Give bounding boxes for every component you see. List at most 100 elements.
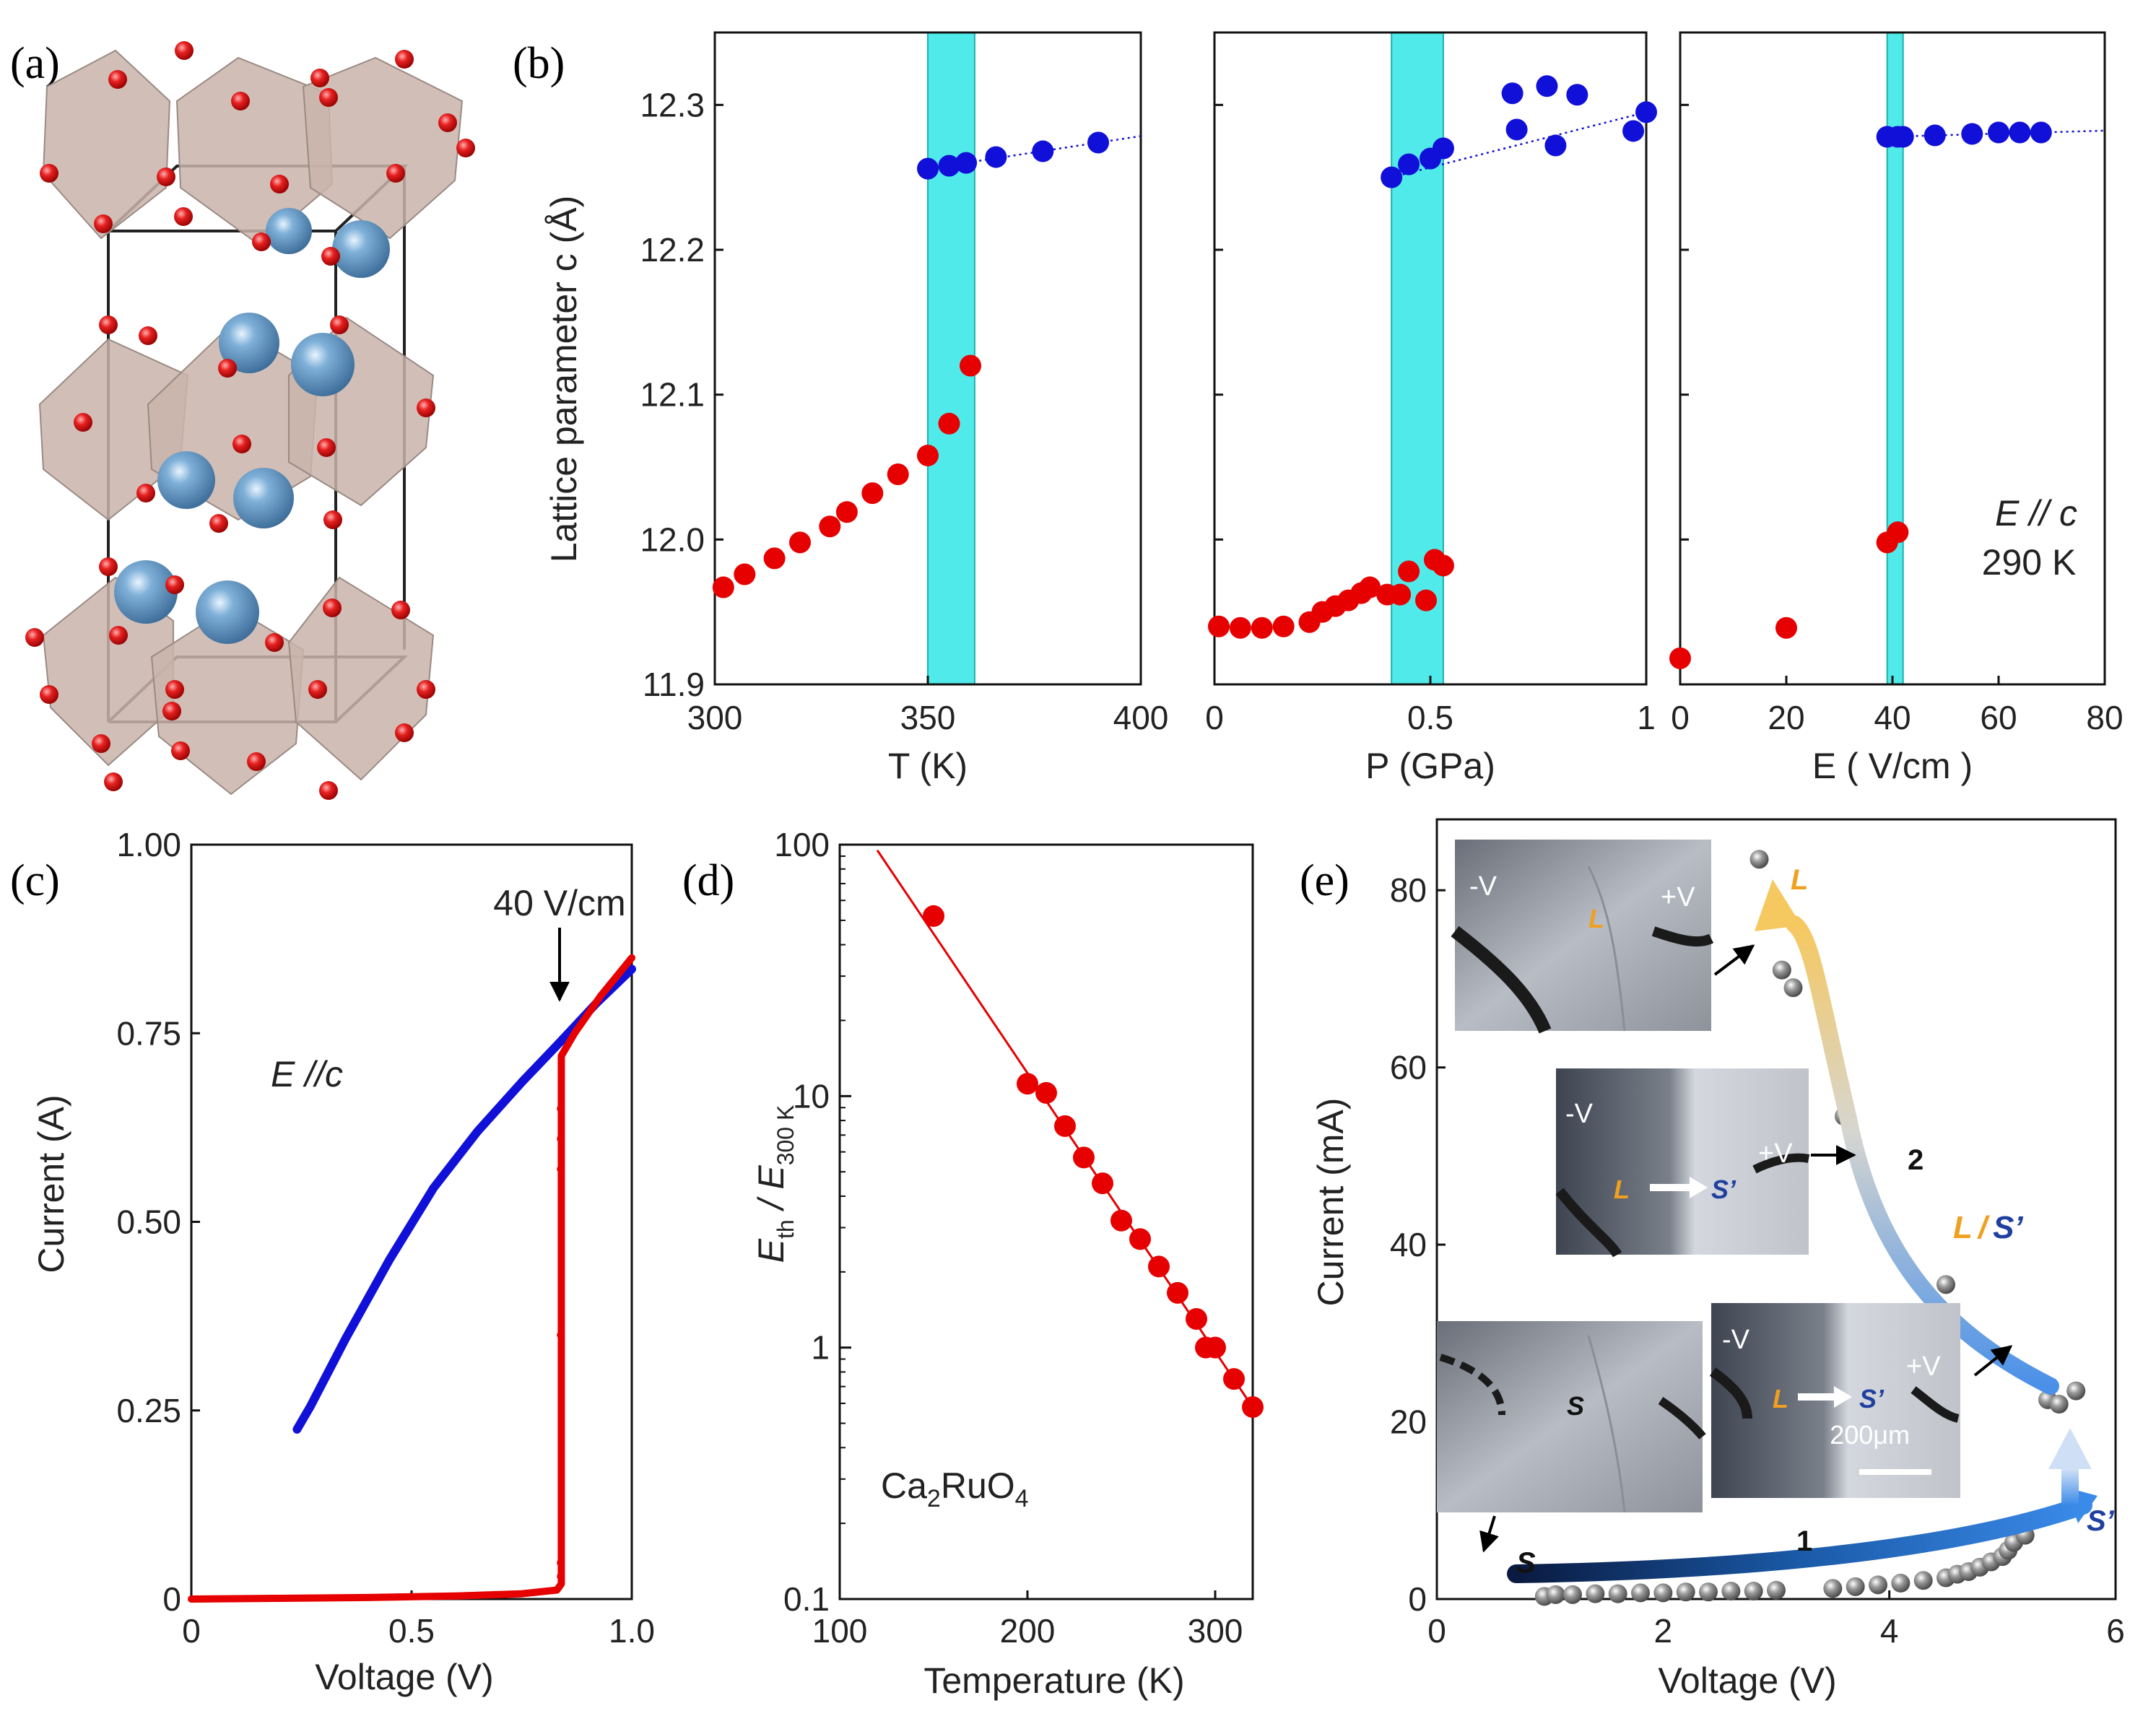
e-point: [1772, 960, 1791, 980]
b3-point-red: [1775, 617, 1797, 639]
photo-top-l: L: [1588, 904, 1604, 933]
b1-ytick-label: 11.9: [643, 666, 705, 703]
b2-point-blue: [1635, 101, 1657, 123]
b2-point-red: [1207, 615, 1230, 637]
b1-point-red: [835, 501, 858, 523]
e-branch1-arrow: [1507, 1496, 2092, 1583]
e-point: [1749, 850, 1769, 869]
b3-xtick-label: 0: [1671, 699, 1690, 736]
b3-point-blue: [1961, 123, 1983, 145]
photo-top-minus-v: -V: [1469, 871, 1498, 902]
b1-ytick-label: 12.2: [640, 231, 705, 269]
d-xtick-label: 300: [1188, 1612, 1243, 1650]
e-point: [1676, 1582, 1695, 1602]
d-point: [923, 905, 944, 927]
d-ytick-label: 10: [793, 1077, 830, 1115]
d-point: [1129, 1228, 1151, 1250]
b1-point-red: [819, 515, 841, 538]
c-ytick-label: 0.25: [116, 1392, 181, 1429]
e-xtick-label: 4: [1880, 1612, 1899, 1650]
d-point: [1035, 1081, 1057, 1104]
c-ytick-label: 0.75: [116, 1014, 181, 1052]
e-branch2-label: 2: [1908, 1144, 1924, 1176]
c-curve-red: [188, 954, 635, 1603]
photo-top-plus-v: +V: [1661, 882, 1695, 913]
b2-point-blue: [1398, 153, 1420, 175]
b1-point-red: [960, 354, 981, 377]
d-compound-label: Ca2RuO4: [881, 1465, 1029, 1512]
e-point: [1563, 1585, 1582, 1604]
c-point-red: [557, 1165, 565, 1173]
e-point: [1546, 1585, 1565, 1604]
c-point-red: [557, 1135, 565, 1143]
e-ytick-label: 60: [1390, 1049, 1427, 1086]
d-point: [1092, 1172, 1113, 1195]
b1-point-red: [917, 444, 939, 466]
c-point-red: [557, 1105, 565, 1112]
b2-xtick-label: 1: [1637, 699, 1656, 736]
b3-point-red: [1669, 647, 1691, 669]
photo-inset-bottom-left: S: [1437, 1321, 1706, 1513]
panel-label-d: (d): [682, 856, 734, 905]
b2-point-blue: [1505, 118, 1528, 141]
e-ylabel: Current (mA): [1310, 1098, 1351, 1307]
d-point: [1223, 1368, 1245, 1390]
b1-point-red: [712, 576, 734, 598]
e-ytick-label: 20: [1390, 1403, 1427, 1441]
d-ylabel: Eth / E300 K: [751, 1105, 799, 1263]
e-arrow-to-s: [1479, 1515, 1499, 1553]
photo-mid-l: L: [1614, 1175, 1630, 1204]
b1-ytick-label: 12.3: [640, 86, 705, 123]
d-xtick-label: 200: [1000, 1612, 1056, 1650]
b1-point-blue: [985, 146, 1007, 168]
c-ytick-label: 0.50: [116, 1203, 181, 1241]
c-xlabel: Voltage (V): [315, 1657, 493, 1697]
photo-mid-minus-v: -V: [1565, 1099, 1594, 1129]
b3-point-blue: [2009, 121, 2031, 144]
b1-xtick-label: 400: [1113, 699, 1169, 736]
e-arrow-to-top: [1713, 944, 1755, 976]
e-xtick-label: 2: [1654, 1612, 1673, 1650]
chart-c: 0 0.5 1.000.250.500.751.00: [116, 826, 655, 1650]
b1-point-blue: [938, 154, 960, 177]
b1-xtick-label: 350: [900, 699, 956, 736]
d-point: [1110, 1209, 1132, 1232]
b2-point-blue: [1432, 137, 1454, 160]
photo-mid-sprime: S’: [1711, 1175, 1736, 1204]
b2-point-red: [1415, 589, 1438, 611]
c-point-red: [557, 1331, 565, 1339]
d-ytick-label: 0.1: [783, 1580, 830, 1618]
e-point: [1721, 1581, 1741, 1600]
e-point: [1744, 1581, 1763, 1600]
b3-trend-line: [1887, 129, 2105, 138]
b-ylabel: Lattice parameter c (Å): [544, 196, 584, 563]
photo-br-plus-v: +V: [1906, 1351, 1941, 1382]
panel-b-lattice-parameter: (b) Lattice parameter c (Å) 300 350 40011.…: [513, 31, 2124, 786]
b2-point-red: [1359, 576, 1381, 598]
chart-b3: 0 20 40 60 80 E ( V/cm ): [1669, 31, 2124, 786]
c-field-annotation: E //c: [271, 1054, 343, 1094]
e-point: [1767, 1580, 1786, 1600]
c-ylabel: Current (A): [31, 1094, 71, 1273]
e-point: [1699, 1582, 1718, 1602]
b3-xtick-label: 80: [2086, 699, 2123, 736]
c-curve-blue: [292, 964, 636, 1434]
b2-point-blue: [1501, 82, 1523, 105]
e-point: [2049, 1395, 2069, 1414]
b2-point-red: [1251, 617, 1273, 639]
e-branch1-label: 1: [1796, 1525, 1812, 1557]
panel-a-crystal-structure: (a): [10, 39, 475, 800]
b1-point-red: [938, 412, 960, 435]
e-xtick-label: 0: [1427, 1612, 1446, 1650]
photo-inset-middle: -V +V L S’: [1555, 1068, 1810, 1258]
b2-point-blue: [1544, 134, 1567, 157]
b1-ytick-label: 12.0: [640, 521, 705, 558]
e-arrow-to-br: [1973, 1345, 2013, 1377]
b1-point-blue: [917, 157, 939, 180]
b1-xtick-label: 300: [687, 699, 743, 736]
b3-point-red: [1887, 521, 1909, 544]
e-point: [1823, 1579, 1843, 1598]
b2-point-blue: [1622, 120, 1645, 142]
e-mixed-label: L / S’: [1953, 1210, 2023, 1245]
